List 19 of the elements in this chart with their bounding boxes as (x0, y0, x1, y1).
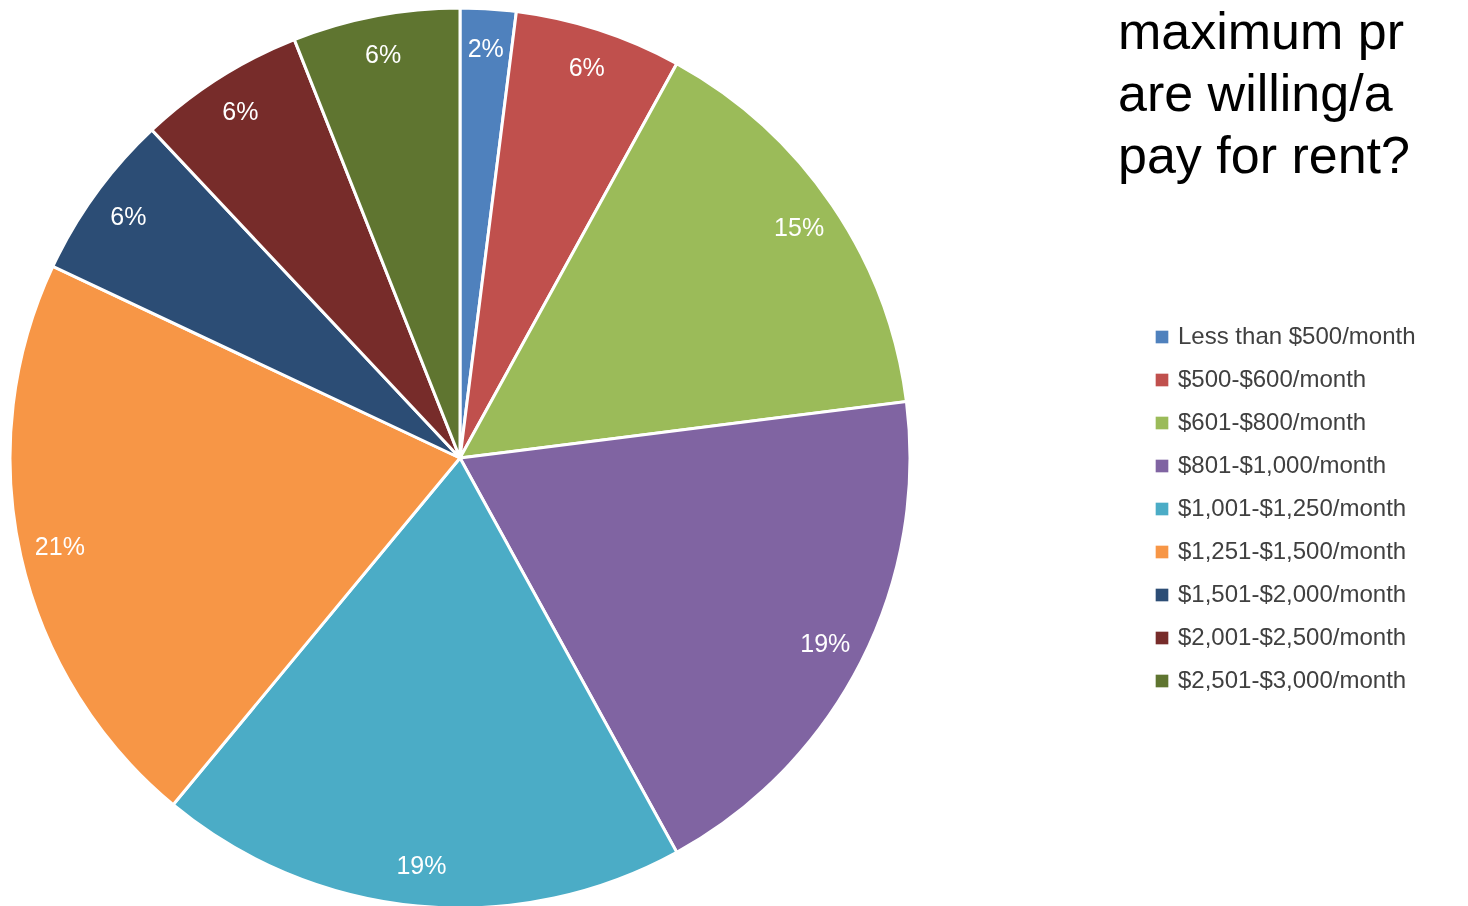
legend-label: $2,501-$3,000/month (1178, 666, 1407, 693)
legend-label: Less than $500/month (1178, 322, 1416, 349)
legend-label: $1,501-$2,000/month (1178, 580, 1407, 607)
legend-label: $1,001-$1,250/month (1178, 494, 1407, 521)
text: maximum pr are willing/a pay for rent? (1118, 2, 1410, 184)
legend-label: $2,001-$2,500/month (1178, 623, 1407, 650)
data-label: 19% (396, 851, 447, 880)
data-label: 6% (568, 53, 605, 82)
data-label: 19% (800, 629, 851, 658)
data-label: 6% (110, 202, 147, 231)
data-label: 15% (774, 212, 825, 241)
data-label: 2% (467, 33, 504, 62)
legend-label: $1,251-$1,500/month (1178, 537, 1407, 564)
legend-label: $601-$800/month (1178, 408, 1367, 435)
legend-label: $500-$600/month (1178, 365, 1367, 392)
data-label: 6% (365, 40, 402, 69)
legend-label: $801-$1,000/month (1178, 451, 1387, 478)
data-label: 6% (222, 96, 259, 125)
data-label: 21% (34, 532, 85, 561)
